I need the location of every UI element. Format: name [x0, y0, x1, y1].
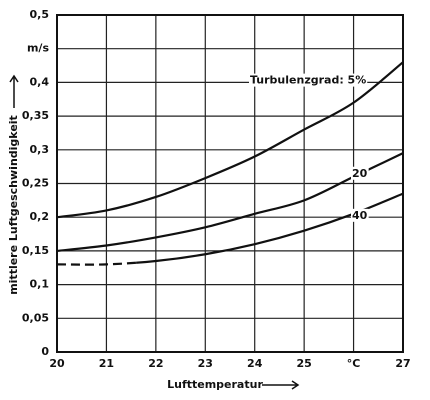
y-axis-arrow — [9, 74, 19, 108]
x-tick-label: 23 — [198, 357, 213, 370]
x-axis-label: Lufttemperatur — [167, 378, 263, 391]
series-line — [56, 152, 404, 252]
y-tick-label: 0,3 — [30, 143, 50, 156]
y-tick-label: m/s — [27, 42, 49, 55]
y-tick-label: 0 — [41, 345, 49, 358]
x-tick-label: 20 — [49, 357, 65, 370]
label-background — [351, 208, 369, 222]
y-tick-label: 0,35 — [22, 109, 49, 122]
x-tick-label: 22 — [148, 357, 163, 370]
y-tick-label: 0,25 — [22, 177, 49, 190]
x-tick-label: °C — [347, 357, 361, 370]
y-tick-label: 0,15 — [22, 244, 49, 257]
series-line — [136, 192, 404, 264]
y-tick-label: 0,2 — [30, 210, 50, 223]
x-axis-arrow — [262, 380, 300, 390]
x-tick-label: 21 — [99, 357, 114, 370]
plot-frame — [56, 14, 404, 353]
label-background — [351, 166, 369, 180]
y-tick-label: 0,05 — [22, 311, 49, 324]
x-tick-label: 25 — [296, 357, 311, 370]
y-tick-label: 0,5 — [30, 8, 50, 21]
series-line — [56, 61, 404, 219]
series-line-dashed — [56, 261, 137, 266]
series-label: Turbulenzgrad: 5% — [250, 74, 366, 87]
label-background — [249, 73, 368, 87]
series-label: 40 — [352, 209, 368, 222]
y-tick-label: 0,4 — [30, 75, 50, 88]
x-tick-label: 27 — [395, 357, 410, 370]
y-tick-label: 0,1 — [30, 278, 50, 291]
x-tick-label: 24 — [247, 357, 263, 370]
series-label: 20 — [352, 167, 368, 180]
y-axis-label: mittlere Luftgeschwindigkeit — [7, 115, 20, 295]
